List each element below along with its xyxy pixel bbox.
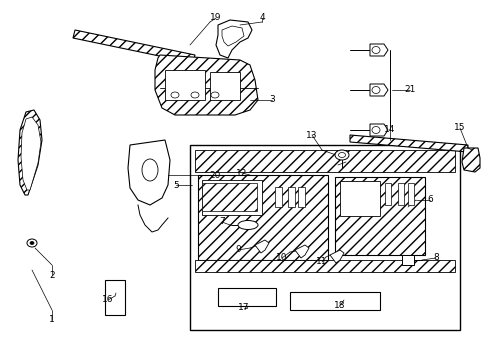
Ellipse shape [171,92,179,98]
Polygon shape [329,250,343,263]
Bar [339,181,379,216]
Bar [198,175,327,260]
Bar [218,288,275,306]
Text: 2: 2 [49,270,55,279]
Bar [195,260,454,272]
Bar [401,255,413,265]
Bar [202,183,257,211]
Ellipse shape [371,126,379,134]
Text: 8: 8 [432,253,438,262]
Bar [195,150,454,172]
Text: 14: 14 [384,126,395,135]
Ellipse shape [27,239,37,247]
Text: 15: 15 [453,123,465,132]
Bar [397,183,403,205]
Ellipse shape [142,159,158,181]
Text: 5: 5 [173,180,179,189]
Bar [289,292,379,310]
Text: 20: 20 [209,171,220,180]
Bar [287,187,294,207]
Ellipse shape [371,46,379,54]
Polygon shape [461,148,479,172]
Polygon shape [349,135,467,152]
Text: 7: 7 [219,217,224,226]
Text: 17: 17 [238,303,249,312]
Text: 1: 1 [49,315,55,324]
Ellipse shape [238,220,258,230]
Ellipse shape [371,86,379,94]
Bar [297,187,305,207]
Polygon shape [128,140,170,205]
Bar [334,177,424,255]
Polygon shape [222,26,244,46]
Ellipse shape [210,92,219,98]
Text: 12: 12 [236,168,247,177]
Polygon shape [254,240,268,253]
Text: 6: 6 [426,195,432,204]
Bar [202,180,262,215]
Bar [274,187,282,207]
Text: 9: 9 [235,246,241,255]
Polygon shape [73,30,195,63]
Polygon shape [369,84,387,96]
Polygon shape [155,55,258,115]
Text: 4: 4 [259,13,264,22]
Text: 19: 19 [210,13,221,22]
Text: 18: 18 [334,301,345,310]
Polygon shape [294,245,308,258]
Text: 21: 21 [404,85,415,94]
Polygon shape [18,110,42,195]
Text: 3: 3 [268,95,274,104]
Bar [190,145,459,330]
Ellipse shape [30,242,34,244]
Bar [164,70,204,100]
Ellipse shape [191,92,199,98]
Polygon shape [21,117,41,190]
Polygon shape [369,44,387,56]
Ellipse shape [334,150,348,160]
Ellipse shape [338,153,345,158]
Bar [209,72,240,100]
Bar [384,183,390,205]
Bar [407,183,413,205]
Text: 11: 11 [316,257,327,266]
Text: 10: 10 [276,253,287,262]
Text: 13: 13 [305,130,317,139]
Text: 16: 16 [102,296,114,305]
Polygon shape [369,124,387,136]
Bar [105,280,125,315]
Polygon shape [216,20,251,58]
